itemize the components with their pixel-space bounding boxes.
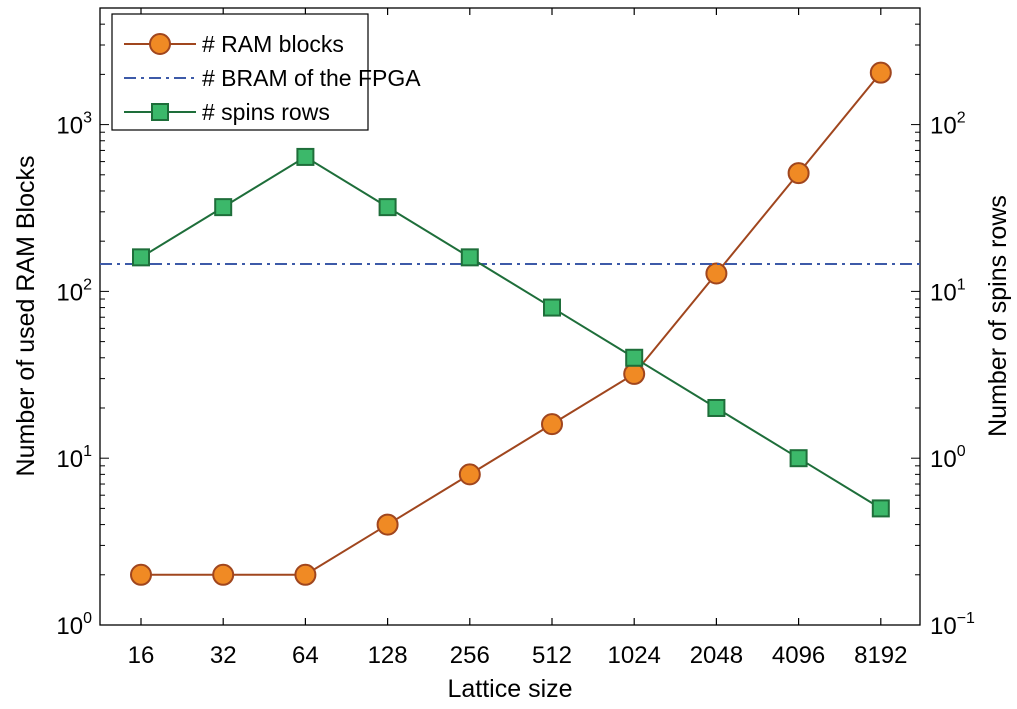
- left-tick-label: 103: [56, 110, 92, 140]
- spins-rows-point: [214, 198, 233, 217]
- ram-blocks-point: [294, 563, 317, 586]
- x-tick-label: 512: [532, 642, 572, 669]
- ram-blocks-line: [141, 72, 882, 576]
- x-tick-label: 16: [128, 642, 155, 669]
- ram-blocks-point: [376, 513, 399, 536]
- x-tick-label: 8192: [854, 642, 907, 669]
- right-tick-label: 10−1: [930, 610, 975, 640]
- ram-blocks-point: [787, 162, 810, 185]
- ram-blocks-point: [541, 413, 563, 436]
- x-tick-label: 1024: [608, 642, 661, 669]
- right-tick-label: 102: [930, 110, 966, 140]
- spins-rows-point: [625, 348, 644, 367]
- ram-blocks-point: [212, 563, 235, 586]
- legend-label: # BRAM of the FPGA: [202, 65, 421, 91]
- spins-rows-point: [132, 248, 150, 267]
- x-tick-label: 32: [210, 642, 237, 669]
- x-tick-label: 256: [450, 642, 490, 669]
- x-tick-label: 4096: [772, 642, 825, 669]
- chart-marks: [100, 61, 920, 586]
- legend-label: # RAM blocks: [202, 31, 344, 57]
- spins-rows-line: [140, 155, 882, 510]
- spins-rows-point: [543, 298, 561, 317]
- x-axis-title: Lattice size: [447, 675, 572, 703]
- left-y-axis-title: Number of used RAM Blocks: [12, 156, 40, 477]
- right-tick-label: 101: [930, 276, 966, 306]
- ram-blocks-point: [458, 463, 481, 486]
- ram-blocks-point: [130, 563, 152, 586]
- right-y-axis-title: Number of spins rows: [984, 195, 1012, 437]
- legend-label: # spins rows: [202, 99, 330, 125]
- axis-ticks: 16 32 64 128 256 512 1024 2048 4096 8192 100 101 102…: [56, 7, 975, 669]
- legend-marker-square: [151, 103, 169, 121]
- ram-blocks-point: [623, 362, 646, 385]
- x-tick-label: 128: [368, 642, 408, 669]
- legend-marker-circle: [149, 33, 171, 55]
- left-tick-label: 100: [56, 610, 92, 640]
- spins-rows-point: [460, 248, 479, 267]
- left-tick-label: 101: [56, 443, 92, 473]
- spins-rows-point: [789, 449, 808, 468]
- spins-rows-point: [871, 499, 890, 518]
- legend: # RAM blocks # BRAM of the FPGA # spins ro…: [111, 13, 421, 131]
- spins-rows-point: [296, 147, 315, 166]
- ram-blocks-point: [705, 262, 728, 285]
- left-tick-label: 102: [56, 276, 92, 306]
- spins-rows-point: [707, 398, 726, 417]
- spins-rows-point: [378, 198, 397, 217]
- x-tick-label: 2048: [690, 642, 743, 669]
- ram-blocks-point: [869, 61, 892, 84]
- x-tick-label: 64: [292, 642, 319, 669]
- right-tick-label: 100: [930, 443, 966, 473]
